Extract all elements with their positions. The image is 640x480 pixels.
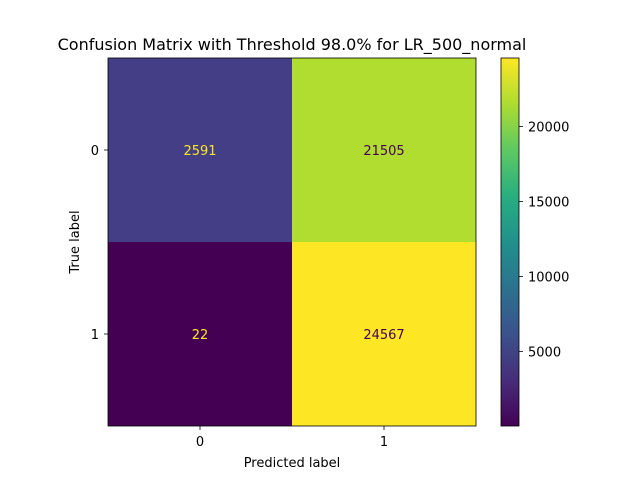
chart-title: Confusion Matrix with Threshold 98.0% fo… [58, 35, 527, 55]
cell-value-0-0: 2591 [183, 144, 216, 159]
cell-value-1-0: 22 [192, 328, 209, 343]
colorbar-tick-label-2: 15000 [528, 195, 569, 210]
y-tick-label-0: 0 [91, 144, 99, 159]
matrix-cells [108, 58, 476, 426]
colorbar [501, 58, 519, 426]
colorbar-tick-label-1: 10000 [528, 270, 569, 285]
y-axis-ticks: 01 [91, 144, 108, 343]
cell-value-0-1: 21505 [363, 144, 404, 159]
matrix-cell-1-0 [108, 242, 292, 426]
cell-value-1-1: 24567 [363, 328, 404, 343]
matrix-cell-1-1 [292, 242, 476, 426]
matrix-cell-0-0 [108, 58, 292, 242]
colorbar-frame [500, 57, 520, 427]
y-axis-label: True label [68, 210, 83, 274]
cell-value-labels: 2591 21505 22 24567 [183, 144, 404, 343]
colorbar-tick-label-3: 20000 [528, 120, 569, 135]
matrix-frame [107, 57, 477, 427]
x-tick-label-1: 1 [380, 435, 388, 450]
y-tick-label-1: 1 [91, 328, 99, 343]
colorbar-tick-label-0: 5000 [528, 345, 561, 360]
x-tick-label-0: 0 [196, 435, 204, 450]
x-axis-label: Predicted label [244, 456, 341, 471]
colorbar-ticks: 5000 10000 15000 20000 [519, 120, 569, 360]
matrix-cell-0-1 [292, 58, 476, 242]
